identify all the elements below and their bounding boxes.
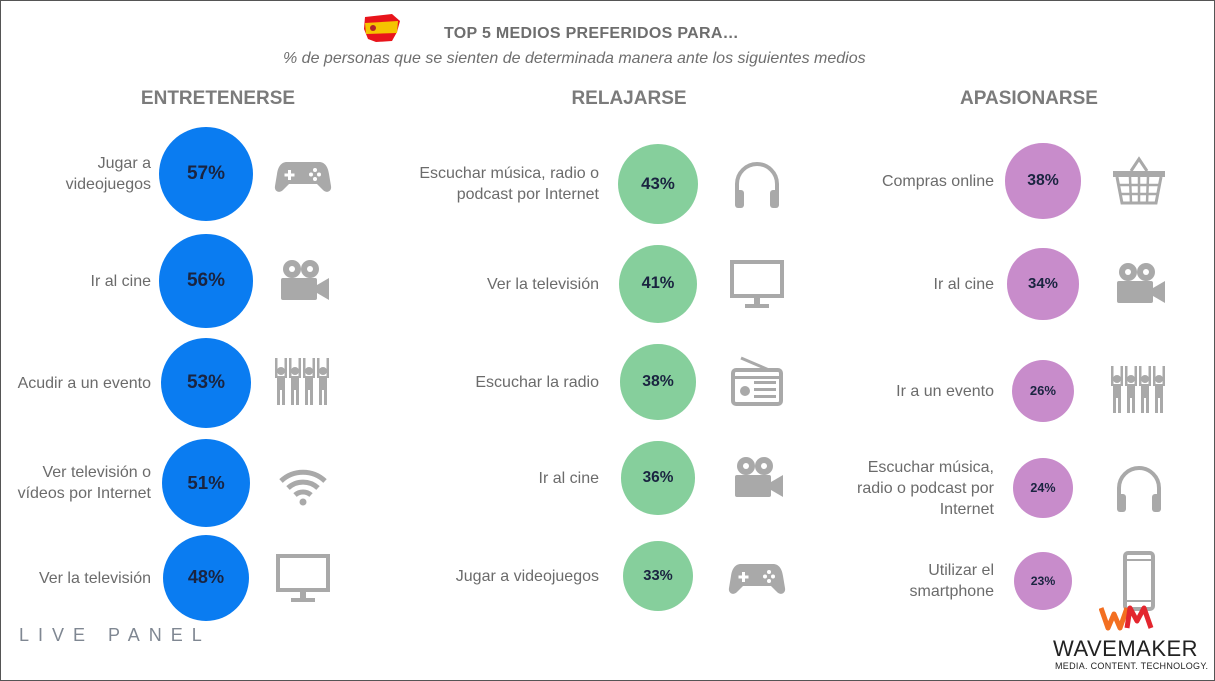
category-label: Acudir a un evento [17, 374, 151, 392]
spain-flag-icon [364, 14, 400, 42]
category-label: Escuchar la radio [475, 373, 599, 391]
value-label: 38% [1027, 171, 1059, 189]
category-label: Ir a un evento [896, 382, 994, 400]
value-bubble: 53% [160, 337, 252, 429]
value-bubble: 48% [162, 534, 250, 622]
gamepad-icon [273, 144, 333, 204]
value-label: 48% [187, 567, 225, 588]
value-bubble: 36% [621, 441, 695, 515]
value-label: 43% [641, 173, 675, 193]
value-bubble: 56% [159, 234, 253, 328]
category-label: Ver la televisión [38, 569, 151, 587]
value-label: 57% [186, 163, 226, 184]
tv-icon [727, 254, 787, 314]
value-label: 51% [187, 471, 225, 493]
value-label: 38% [642, 372, 674, 390]
column-title: ENTRETENERSE [140, 88, 296, 109]
value-bubble: 26% [1011, 359, 1075, 423]
chart-subtitle: % de personas que se sienten de determin… [283, 50, 866, 67]
basket-icon [1109, 151, 1169, 211]
category-label: Ver la televisión [486, 275, 599, 293]
category-label: Escuchar música, radio o podcast por Int… [419, 165, 599, 203]
crowd-icon [273, 353, 333, 413]
category-label: Ir al cine [538, 469, 599, 487]
value-bubble: 57% [159, 127, 253, 221]
category-label: Escuchar música, radio o podcast por Int… [857, 458, 994, 518]
value-bubble: 34% [1007, 248, 1079, 320]
wifi-icon [273, 453, 333, 513]
category-label: Jugar a videojuegos [65, 155, 151, 193]
wavemaker-logo-icon [1099, 605, 1154, 631]
value-label: 53% [186, 371, 225, 393]
smartphone-icon [1109, 551, 1169, 611]
value-label: 41% [641, 274, 675, 293]
film-camera-icon [727, 448, 787, 508]
column-title: APASIONARSE [960, 88, 1098, 109]
value-bubble: 33% [622, 540, 694, 612]
tv-icon [273, 548, 333, 608]
headphones-icon [1109, 458, 1169, 518]
value-bubble: 38% [1005, 143, 1081, 219]
headphones-icon [727, 154, 787, 214]
category-label: Ver televisión o vídeos por Internet [17, 464, 151, 502]
category-label: Ir al cine [90, 272, 151, 290]
value-bubble: 51% [161, 438, 251, 528]
category-label: Ir al cine [933, 275, 994, 293]
value-bubble: 23% [1013, 551, 1073, 611]
value-label: 24% [1030, 480, 1056, 495]
category-label: Jugar a videojuegos [455, 567, 599, 585]
radio-icon [727, 352, 787, 412]
value-bubble: 24% [1013, 458, 1073, 518]
category-label: Utilizar el smartphone [909, 562, 995, 600]
value-label: 26% [1029, 383, 1057, 399]
livepanel-logo: LIVE PANEL [19, 625, 211, 645]
crowd-icon [1109, 361, 1169, 421]
value-label: 56% [186, 269, 225, 291]
chart-title: TOP 5 MEDIOS PREFERIDOS PARA… [444, 25, 739, 42]
value-label: 34% [1028, 275, 1058, 293]
gamepad-icon [727, 546, 787, 606]
value-bubble: 43% [617, 143, 698, 224]
column-title: RELAJARSE [571, 88, 687, 109]
wavemaker-tagline: MEDIA. CONTENT. TECHNOLOGY. [1055, 661, 1209, 671]
value-bubble: 38% [620, 344, 696, 420]
value-label: 33% [643, 567, 673, 584]
film-camera-icon [273, 251, 333, 311]
category-label: Compras online [881, 172, 994, 190]
value-label: 23% [1030, 573, 1056, 588]
value-label: 36% [642, 468, 674, 486]
wavemaker-name: WAVEMAKER [1053, 636, 1199, 661]
value-bubble: 41% [618, 244, 698, 324]
film-camera-icon [1109, 254, 1169, 314]
